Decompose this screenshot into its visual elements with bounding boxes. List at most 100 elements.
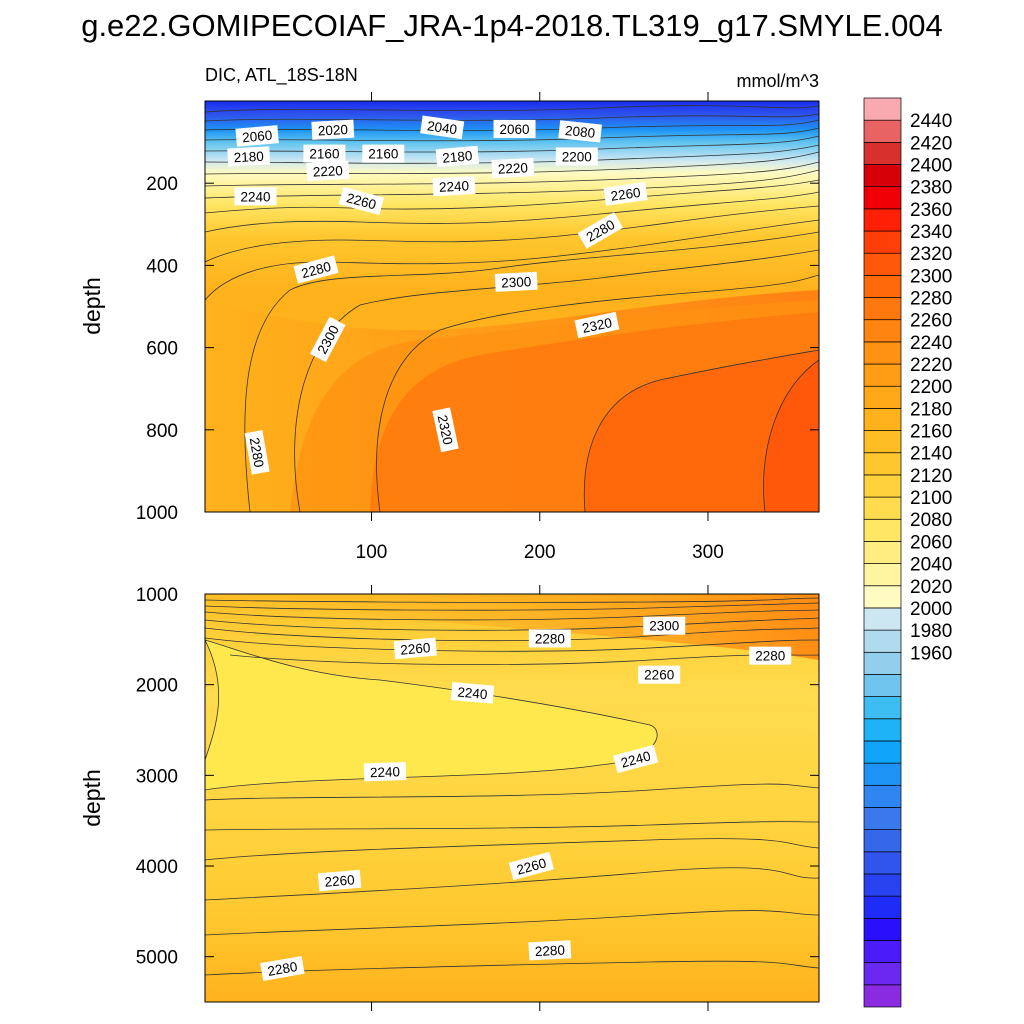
colorbar-box [863, 385, 902, 409]
contour-label: 2060 [493, 119, 536, 138]
colorbar-box [863, 962, 902, 986]
contour-label-text: 2160 [368, 147, 398, 162]
colorbar-label: 2400 [910, 156, 952, 177]
top-y-tick-label: 600 [146, 339, 178, 360]
colorbar-label: 1960 [910, 643, 952, 664]
contour-label: 2260 [603, 182, 648, 206]
contour-label: 2180 [435, 145, 480, 168]
colorbar-box [863, 430, 902, 454]
colorbar-label: 2300 [910, 266, 952, 287]
contour-label-box [432, 407, 459, 453]
colorbar-label: 2060 [910, 532, 952, 553]
bottom-field-minimum [205, 640, 658, 790]
colorbar-box [863, 164, 902, 188]
contour-label: 2240 [450, 682, 495, 704]
contour-label-box [311, 119, 355, 140]
contour-label-text: 2040 [426, 118, 458, 137]
colorbar-box [863, 762, 902, 786]
contour-label-text: 2060 [499, 122, 529, 137]
contour-label: 2280 [260, 955, 305, 981]
top-contour-labels: 2060 2020 2040 2060 2080 2180 2160 2160 2180 2200… [227, 115, 648, 475]
colorbar-box [863, 607, 902, 631]
colorbar-box [863, 363, 902, 387]
bottom-contour-labels: 2300 2280 2280 2260 2260 2240 2240 2240 2260 2260… [260, 616, 792, 981]
colorbar-box [863, 917, 902, 941]
colorbar-box [863, 940, 902, 964]
contour-label-text: 2160 [309, 147, 339, 162]
colorbar-box [863, 319, 902, 343]
bottom-y-tick-label: 4000 [136, 857, 178, 878]
contour-label-text: 2180 [233, 149, 264, 166]
contour-label: 2260 [638, 665, 681, 684]
contour-label-box [393, 637, 437, 660]
top-plot-frame [204, 100, 820, 513]
colorbar-box [863, 696, 902, 720]
contour-label-text: 2240 [370, 764, 401, 780]
contour-label: 2260 [317, 869, 362, 892]
colorbar-box [863, 629, 902, 653]
contour-label-text: 2280 [534, 943, 565, 960]
contour-label-text: 2260 [644, 668, 674, 683]
contour-label-box [435, 145, 480, 168]
contour-label-box [603, 182, 648, 206]
contour-label-text: 2020 [317, 122, 348, 139]
colorbar-box [863, 408, 902, 431]
colorbar-box [863, 541, 902, 564]
contour-label: 2180 [227, 146, 271, 167]
colorbar-box [863, 97, 902, 121]
contour-label-box [260, 955, 305, 981]
colorbar-box [863, 984, 902, 1008]
colorbar-label: 2000 [910, 599, 952, 620]
bottom-y-tick-label: 1000 [136, 585, 178, 606]
contour-label-text: 2300 [501, 274, 532, 291]
colorbar-box [863, 230, 902, 254]
contour-label: 2300 [494, 271, 538, 292]
contour-label-box [528, 629, 571, 648]
contour-label-box [309, 316, 346, 363]
colorbar-box [863, 851, 902, 875]
colorbar-label: 2200 [910, 377, 952, 398]
contour-label-text: 2180 [442, 148, 473, 166]
colorbar-label: 2220 [910, 355, 952, 376]
contour-label-box [643, 616, 686, 635]
contour-label-box [244, 430, 270, 475]
contour-label-text: 2280 [266, 959, 298, 979]
contour-label-text: 2260 [400, 640, 431, 658]
colorbar-box [863, 275, 902, 298]
bottom-y-tick-label: 2000 [136, 676, 178, 697]
colorbar-box [863, 718, 902, 742]
contour-label: 2200 [555, 147, 598, 166]
contour-label-box [303, 144, 346, 163]
contour-label-text: 2220 [497, 160, 528, 177]
top-x-tick-label: 200 [524, 542, 556, 563]
contour-label-text: 2240 [439, 178, 470, 195]
contour-label-box [494, 271, 538, 292]
contour-label-box [638, 665, 681, 684]
colorbar-label: 2320 [910, 244, 952, 265]
contour-label-text: 2260 [610, 185, 642, 204]
colorbar-label: 2380 [910, 178, 952, 199]
contour-label: 2280 [749, 646, 792, 665]
top-y-axis-label: depth [79, 277, 105, 335]
contour-label-box [574, 311, 620, 339]
contour-label-text: 2220 [312, 163, 343, 180]
contour-label-text: 2280 [247, 436, 267, 468]
contour-label-box [234, 187, 277, 206]
colorbar-box [863, 474, 902, 498]
colorbar-box [863, 208, 902, 232]
colorbar-label: 2080 [910, 510, 952, 531]
colorbar-box [863, 341, 902, 365]
top-axis-ticks: 100 200 300 200 400 600 800 1000 [136, 92, 819, 563]
bottom-y-tick-label: 5000 [136, 948, 178, 969]
contour-label-box [555, 147, 598, 166]
top-y-tick-label: 200 [146, 174, 178, 195]
contour-label-text: 2080 [564, 123, 595, 141]
top-y-tick-label: 800 [146, 421, 178, 442]
colorbar-box [863, 186, 902, 210]
contour-label: 2300 [643, 616, 686, 635]
colorbar-box [863, 252, 902, 276]
contour-label-text: 2240 [240, 189, 270, 204]
colorbar-label: 2100 [910, 488, 952, 509]
contour-label-text: 2320 [581, 315, 614, 336]
